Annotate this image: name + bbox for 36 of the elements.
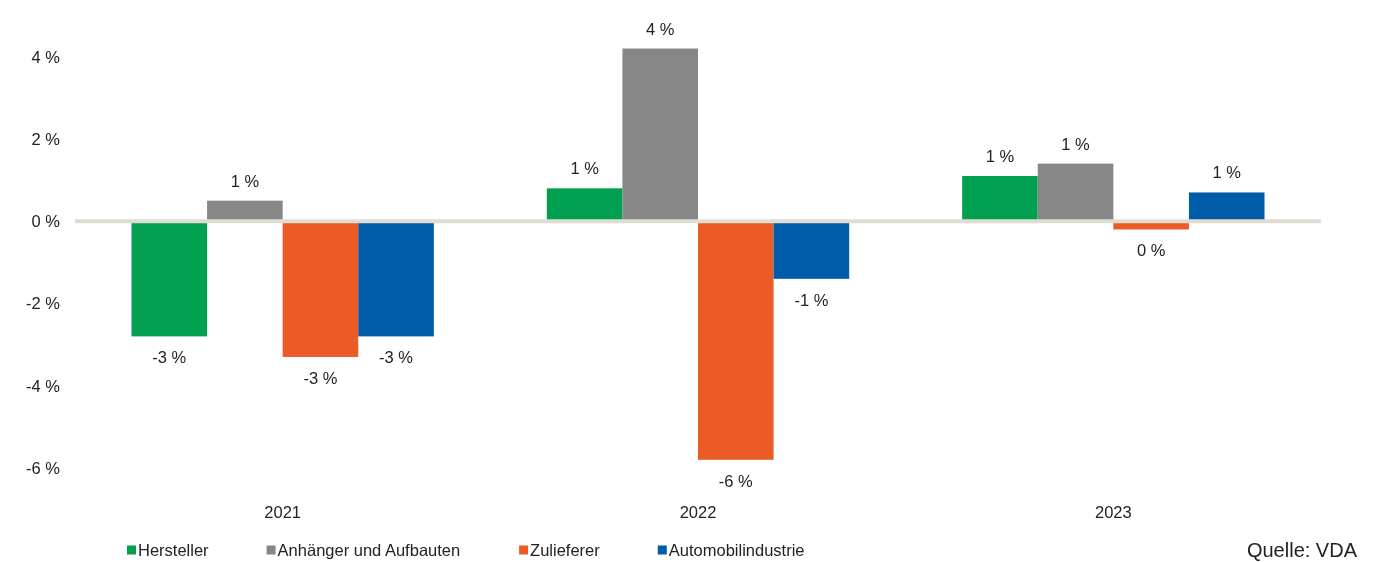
bar bbox=[282, 221, 359, 357]
bar bbox=[131, 221, 208, 337]
bar bbox=[622, 48, 698, 222]
y-tick-label: 4 % bbox=[31, 47, 61, 66]
y-tick-label: -2 % bbox=[26, 294, 61, 313]
data-label: 1 % bbox=[1061, 134, 1091, 153]
y-tick-label: 0 % bbox=[31, 212, 61, 231]
data-label: 4 % bbox=[645, 19, 675, 38]
legend-label: Hersteller bbox=[138, 541, 210, 559]
bar bbox=[358, 221, 434, 337]
data-label: 1 % bbox=[570, 159, 600, 178]
bar bbox=[1037, 163, 1114, 222]
legend-label: Automobilindustrie bbox=[668, 541, 805, 559]
bar bbox=[962, 176, 1038, 222]
x-tick-label: 2021 bbox=[264, 503, 302, 521]
data-label: -3 % bbox=[379, 348, 414, 367]
data-label: 1 % bbox=[985, 147, 1015, 165]
legend-label: Anhänger und Aufbauten bbox=[277, 541, 461, 559]
bar bbox=[773, 221, 850, 279]
data-label: -3 % bbox=[303, 368, 338, 387]
bar bbox=[1188, 192, 1265, 222]
data-label: 1 % bbox=[1212, 163, 1242, 182]
y-tick-label: -4 % bbox=[26, 376, 61, 395]
data-label: -3 % bbox=[152, 348, 187, 367]
data-label: -1 % bbox=[794, 290, 829, 309]
source-note: Quelle: VDA bbox=[1246, 539, 1358, 561]
legend-label: Zulieferer bbox=[530, 541, 601, 559]
bar bbox=[546, 188, 623, 222]
x-tick-label: 2022 bbox=[679, 503, 717, 521]
data-label: 1 % bbox=[230, 171, 260, 190]
data-label: 0 % bbox=[1136, 241, 1166, 260]
y-tick-label: -6 % bbox=[26, 459, 61, 477]
x-tick-label: 2023 bbox=[1094, 503, 1132, 521]
y-tick-label: 2 % bbox=[31, 129, 61, 148]
bar bbox=[698, 221, 774, 460]
data-label: -6 % bbox=[718, 471, 754, 490]
